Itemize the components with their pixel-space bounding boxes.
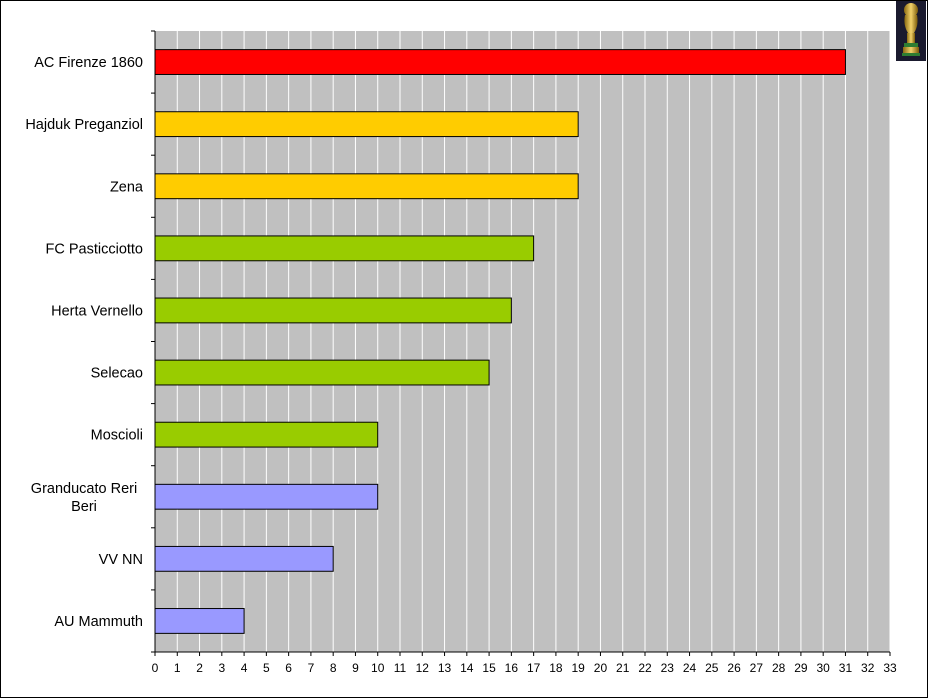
category-label: VV NN [99,552,143,568]
bar [154,545,334,572]
x-tick-label: 3 [218,661,225,675]
x-tick-label: 9 [352,661,359,675]
x-tick-label: 30 [817,661,831,675]
x-tick-label: 24 [683,661,697,675]
x-tick-label: 13 [438,661,452,675]
x-tick-label: 17 [527,661,541,675]
x-tick-label: 26 [727,661,741,675]
x-tick-label: 1 [174,661,181,675]
world-cup-trophy-icon [896,1,926,61]
category-label: AC Firenze 1860 [34,55,143,71]
bar [154,297,512,324]
x-tick-label: 5 [263,661,270,675]
x-tick-label: 25 [705,661,719,675]
bar [154,421,379,448]
x-tick-label: 19 [572,661,586,675]
bar [154,608,245,634]
x-tick-label: 27 [750,661,764,675]
x-tick-label: 8 [330,661,337,675]
bar [154,111,579,138]
category-label: Selecao [91,366,143,382]
category-labels: AC Firenze 1860 Hajduk Preganziol Zena FC P… [25,55,144,630]
category-label: Herta Vernello [51,303,143,319]
x-tick-label: 0 [152,661,159,675]
x-tick-label: 14 [460,661,474,675]
x-tick-label: 22 [638,661,652,675]
x-tick-label: 4 [241,661,248,675]
bar [154,173,579,200]
x-tick-label: 6 [285,661,292,675]
axes [151,30,891,656]
bar [154,49,846,75]
x-tick-label: 15 [482,661,496,675]
x-tick-label: 20 [594,661,608,675]
x-tick-label: 2 [196,661,203,675]
x-tick-label: 11 [394,661,407,675]
x-tick-label: 10 [371,661,385,675]
x-tick-label: 23 [661,661,675,675]
x-tick-label: 28 [772,661,786,675]
x-tick-label: 33 [883,661,897,675]
category-label: Granducato Reri Beri [31,481,137,515]
category-label: Moscioli [91,428,143,444]
category-label: Zena [110,179,144,195]
category-label: Hajduk Preganziol [25,117,143,133]
x-tick-label: 16 [505,661,519,675]
bar [154,483,379,510]
x-tick-label: 7 [308,661,315,675]
bar [154,235,535,262]
bars [154,49,846,634]
x-tick-label: 12 [416,661,430,675]
x-tick-label: 29 [794,661,808,675]
x-tick-label: 18 [549,661,563,675]
x-tick-label: 21 [616,661,630,675]
category-label: AU Mammuth [54,614,143,630]
x-tick-label: 32 [861,661,875,675]
x-tick-labels: 0 1 2 3 4 5 6 7 8 9 10 11 12 13 14 15 16 17 18 19 20 21 22 23 24… [152,661,897,675]
category-label: FC Pasticciotto [46,241,144,257]
bar [154,359,490,386]
x-tick-label: 31 [839,661,853,675]
